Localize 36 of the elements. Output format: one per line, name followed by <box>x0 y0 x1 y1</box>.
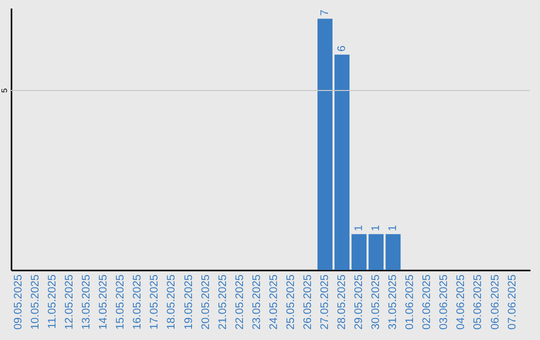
x-tick-label: 19.05.2025 <box>182 274 195 330</box>
x-tick-label: 14.05.2025 <box>98 274 110 330</box>
x-tick-label: 18.05.2025 <box>166 274 178 330</box>
x-tick-label: 21.05.2025 <box>216 274 229 330</box>
data-label: 7 <box>318 10 331 16</box>
x-tick-label: 24.05.2025 <box>268 274 280 330</box>
data-label: 1 <box>370 224 382 232</box>
x-tick-label: 27.05.2025 <box>318 274 331 330</box>
x-tick-label: 02.06.2025 <box>421 274 434 330</box>
data-label: 6 <box>336 46 348 52</box>
data-label: 1 <box>387 224 400 232</box>
x-tick-label: 23.05.2025 <box>250 274 263 330</box>
x-tick-label: 10.05.2025 <box>30 274 42 330</box>
x-tick-label: 20.05.2025 <box>200 274 212 330</box>
x-tick-label: 22.05.2025 <box>234 274 246 330</box>
x-tick-label: 25.05.2025 <box>284 274 297 330</box>
x-tick-label: 31.05.2025 <box>387 274 400 330</box>
x-tick-label: 05.06.2025 <box>472 274 484 330</box>
x-tick-label: 28.05.2025 <box>336 274 348 330</box>
ref-line-label: 5 <box>0 88 9 93</box>
x-tick-label: 12.05.2025 <box>64 274 76 330</box>
data-label: 1 <box>353 224 366 232</box>
x-tick-label: 01.06.2025 <box>404 274 416 330</box>
x-tick-label: 17.05.2025 <box>148 274 161 330</box>
x-tick-label: 29.05.2025 <box>353 274 366 330</box>
x-tick-label: 16.05.2025 <box>132 274 144 330</box>
x-tick-label: 13.05.2025 <box>80 274 93 330</box>
x-tick-label: 04.06.2025 <box>455 274 468 330</box>
x-tick-label: 03.06.2025 <box>438 274 450 330</box>
x-tick-label: 06.06.2025 <box>489 274 502 330</box>
x-tick-label: 09.05.2025 <box>12 274 24 330</box>
x-tick-label: 11.05.2025 <box>46 274 59 329</box>
x-tick-label: 15.05.2025 <box>114 274 127 330</box>
x-tick-label: 26.05.2025 <box>302 274 314 330</box>
x-tick-label: 30.05.2025 <box>370 274 382 330</box>
x-tick-label: 07.06.2025 <box>506 274 518 330</box>
